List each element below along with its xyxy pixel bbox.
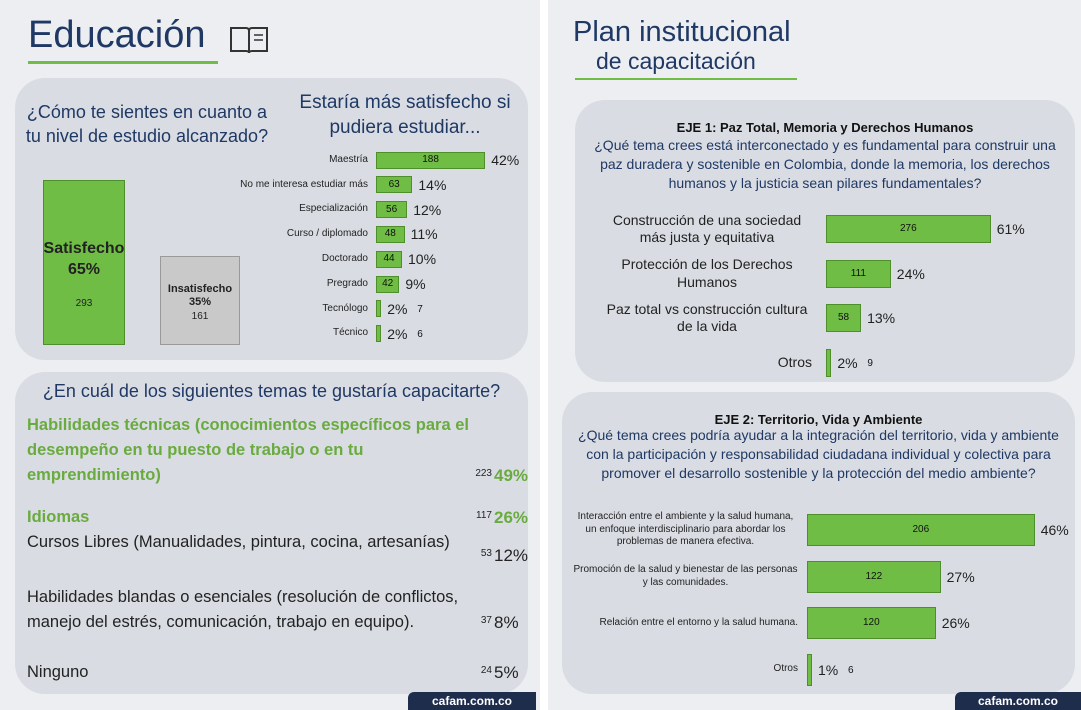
page: Educación ¿Cómo te sientes en cuanto a tu… bbox=[0, 0, 1081, 710]
percent-label: 13% bbox=[867, 309, 917, 327]
axis-header: EJE 1: Paz Total, Memoria y Derechos Hum… bbox=[575, 120, 1075, 135]
training-count: 24 bbox=[462, 665, 492, 676]
title: Educación bbox=[28, 14, 205, 57]
percent-label: 61% bbox=[997, 220, 1047, 238]
axis-header: EJE 2: Territorio, Vida y Ambiente bbox=[562, 412, 1075, 427]
axis-question: ¿Qué tema crees podría ayudar a la integ… bbox=[572, 426, 1065, 483]
group-count: 293 bbox=[33, 298, 135, 309]
training-percent: 12% bbox=[494, 543, 534, 568]
footer: cafam.com.co bbox=[955, 692, 1081, 710]
count-label: 44 bbox=[376, 252, 402, 266]
row-label: Promoción de la salud y bienestar de las… bbox=[573, 555, 798, 599]
training-count: 223 bbox=[462, 468, 492, 479]
bar bbox=[807, 654, 812, 686]
count-label: 122 bbox=[807, 570, 941, 584]
group-percent: 65% bbox=[33, 261, 135, 279]
count-label: 63 bbox=[376, 178, 412, 192]
training-count: 53 bbox=[462, 548, 492, 559]
training-percent: 5% bbox=[494, 660, 534, 685]
training-label: Habilidades blandas o esenciales (resolu… bbox=[27, 585, 475, 635]
row-label: Tecnólogo bbox=[168, 299, 368, 319]
percent-label: 10% bbox=[408, 250, 458, 268]
training-percent: 8% bbox=[494, 610, 534, 635]
row-label: Pregrado bbox=[168, 274, 368, 294]
percent-label: 9% bbox=[405, 275, 455, 293]
bar bbox=[376, 325, 381, 342]
row-label: Construcción de una sociedad más justa y… bbox=[602, 209, 812, 249]
title-underline bbox=[575, 78, 797, 80]
training-count: 37 bbox=[462, 615, 492, 626]
row-label: Relación entre el entorno y la salud hum… bbox=[573, 601, 798, 645]
question: ¿Cómo te sientes en cuanto a tu nivel de… bbox=[22, 100, 272, 148]
bar bbox=[826, 349, 831, 377]
training-count: 117 bbox=[462, 510, 492, 521]
bar bbox=[376, 300, 381, 317]
title-underline bbox=[28, 61, 218, 64]
group-label: Satisfecho bbox=[33, 240, 135, 258]
row-label: Maestría bbox=[168, 150, 368, 170]
count-label: 276 bbox=[826, 222, 991, 236]
count-label: 58 bbox=[826, 311, 861, 325]
row-label: Técnico bbox=[168, 324, 368, 344]
question: ¿En cuál de los siguientes temas te gust… bbox=[15, 381, 528, 402]
question: Estaría más satisfecho si pudiera estudi… bbox=[285, 90, 525, 140]
count-label: 6 bbox=[417, 328, 447, 342]
count-label: 120 bbox=[807, 616, 936, 630]
row-label: Doctorado bbox=[168, 249, 368, 269]
row-label: Paz total vs construcción cultura de la … bbox=[602, 298, 812, 338]
count-label: 7 bbox=[417, 303, 447, 317]
axis-question: ¿Qué tema crees está interconectado y es… bbox=[585, 136, 1065, 193]
count-label: 188 bbox=[376, 153, 485, 167]
training-label: Ninguno bbox=[27, 660, 475, 685]
row-label: Interacción entre el ambiente y la salud… bbox=[573, 508, 798, 552]
title: de capacitación bbox=[596, 48, 756, 75]
training-label: Idiomas bbox=[27, 505, 475, 530]
row-label: No me interesa estudiar más bbox=[168, 175, 368, 195]
count-label: 42 bbox=[376, 277, 399, 291]
row-label: Especialización bbox=[168, 200, 368, 220]
training-percent: 26% bbox=[494, 505, 534, 530]
percent-label: 12% bbox=[413, 201, 463, 219]
percent-label: 46% bbox=[1041, 521, 1081, 539]
count-label: 111 bbox=[826, 267, 891, 281]
training-label: Cursos Libres (Manualidades, pintura, co… bbox=[27, 530, 475, 555]
count-label: 48 bbox=[376, 227, 405, 241]
percent-label: 27% bbox=[947, 568, 997, 586]
row-label: Curso / diplomado bbox=[168, 224, 368, 244]
row-label: Protección de los Derechos Humanos bbox=[602, 254, 812, 294]
percent-label: 26% bbox=[942, 614, 992, 632]
row-label: Otros bbox=[602, 343, 812, 383]
count-label: 6 bbox=[848, 664, 878, 678]
count-label: 56 bbox=[376, 203, 407, 217]
percent-label: 11% bbox=[411, 225, 461, 243]
title: Plan institucional bbox=[573, 16, 791, 49]
percent-label: 24% bbox=[897, 265, 947, 283]
training-label: Habilidades técnicas (conocimientos espe… bbox=[27, 413, 475, 488]
count-label: 206 bbox=[807, 523, 1035, 537]
footer: cafam.com.co bbox=[408, 692, 536, 710]
count-label: 9 bbox=[867, 357, 897, 371]
percent-label: 42% bbox=[491, 151, 541, 169]
row-label: Otros bbox=[573, 648, 798, 692]
training-percent: 49% bbox=[494, 463, 534, 488]
percent-label: 14% bbox=[418, 176, 468, 194]
book-icon bbox=[228, 24, 270, 56]
